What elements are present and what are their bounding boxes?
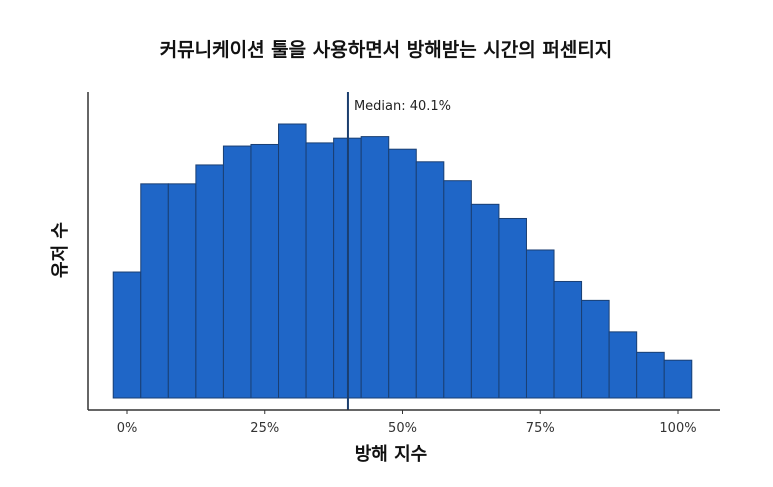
histogram-bar [553,280,583,399]
histogram-bar [663,359,693,399]
histogram-bar [388,148,417,399]
histogram-bar [140,183,169,399]
x-axis-label: 방해 지수 [355,444,428,465]
histogram-bar [581,299,610,399]
y-axis-label: 유저 수 [50,222,71,278]
median-label: Median: 40.1% [354,99,451,114]
histogram-bar [195,164,224,399]
histogram-bar [278,123,307,399]
histogram-bar [636,351,665,399]
histogram-bar [498,217,527,399]
histogram-bar [112,271,142,399]
histogram-bar [222,145,252,399]
histogram-bars [112,123,693,399]
histogram-bar [470,203,500,399]
histogram-bar [415,161,445,399]
chart-title: 커뮤니케이션 툴을 사용하면서 방해받는 시간의 퍼센티지 [160,39,613,61]
x-tick-label: 75% [526,421,555,436]
x-tick-label: 50% [388,421,417,436]
x-tick-label: 100% [659,421,696,436]
histogram-bar [250,143,280,399]
histogram-bar [305,142,335,399]
histogram-bar [360,136,390,399]
histogram-bar [608,331,638,399]
histogram-bar [167,183,197,399]
histogram-bar [525,249,555,399]
x-tick-label: 0% [117,421,138,436]
x-axis-ticks: 0% 25% 50% 75% 100% [117,410,697,436]
histogram-bar [443,180,472,399]
x-tick-label: 25% [250,421,279,436]
